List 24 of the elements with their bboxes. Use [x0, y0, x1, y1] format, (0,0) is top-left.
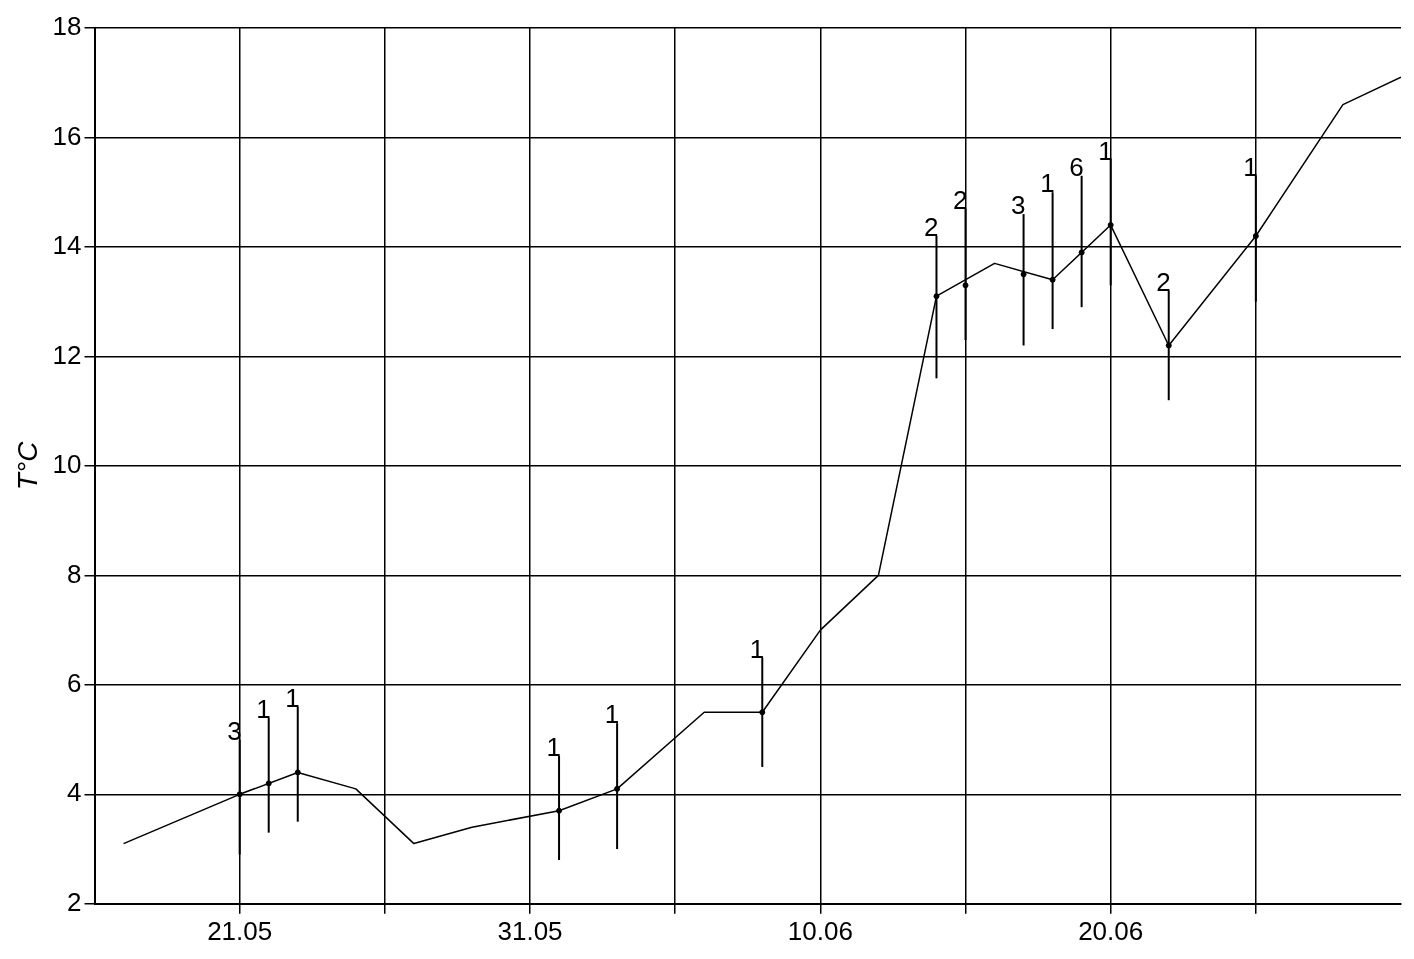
annotation: 1: [546, 732, 562, 763]
annotation: 1: [256, 693, 271, 724]
y-tick-label: 6: [67, 668, 82, 699]
y-axis-title: T°C: [11, 440, 43, 491]
y-tick-label: 16: [52, 120, 82, 151]
y-tick-label: 12: [52, 339, 82, 370]
annotation: 2: [1156, 266, 1171, 297]
annotation: 1: [749, 633, 765, 664]
annotation: 3: [1011, 190, 1026, 221]
x-tick-label: 21.05: [207, 915, 273, 946]
y-tick-label: 10: [52, 449, 82, 480]
annotation: 2: [924, 212, 939, 243]
annotation: 6: [1069, 151, 1084, 182]
y-tick-label: 4: [67, 777, 82, 808]
annotation: 1: [1040, 168, 1055, 199]
x-tick-label: 31.05: [497, 915, 563, 946]
y-tick-label: 14: [52, 230, 82, 261]
x-tick-label: 10.06: [787, 915, 853, 946]
annotation: 1: [285, 682, 300, 713]
x-tick-label: 20.06: [1078, 915, 1144, 946]
y-tick-label: 8: [67, 558, 82, 589]
y-tick-label: 2: [67, 886, 82, 917]
y-tick-label: 18: [52, 11, 82, 42]
annotation: 1: [604, 699, 620, 730]
